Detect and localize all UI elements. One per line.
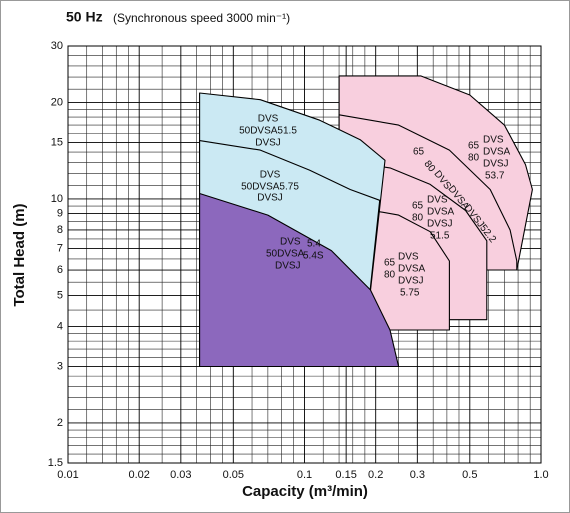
region-label: 65 bbox=[413, 147, 425, 158]
region-label: DVSA bbox=[427, 207, 455, 218]
plot-border bbox=[67, 45, 542, 464]
y-tick-label: 3 bbox=[57, 360, 63, 372]
region-label: DVSJ bbox=[483, 159, 509, 170]
region-label: 5.75 bbox=[400, 288, 420, 299]
x-tick-label: 1.0 bbox=[533, 469, 548, 481]
x-tick-label: 0.3 bbox=[410, 469, 425, 481]
region-label: DVS bbox=[427, 195, 448, 206]
region-label: DVSJ bbox=[275, 261, 301, 272]
y-tick-label: 7 bbox=[57, 242, 63, 254]
pump-region bbox=[199, 192, 400, 368]
region-label: DVSA bbox=[398, 264, 426, 275]
region-label: 5.4S bbox=[303, 251, 324, 262]
region-label: DVSJ bbox=[398, 276, 424, 287]
region-label: 80 bbox=[384, 270, 396, 281]
region-label: DVS bbox=[280, 237, 301, 248]
x-tick-label: 0.2 bbox=[368, 469, 383, 481]
y-tick-label: 15 bbox=[51, 136, 63, 148]
region-label: 65 bbox=[468, 141, 480, 152]
y-tick-label: 20 bbox=[51, 96, 63, 108]
region-label: 53.7 bbox=[485, 171, 505, 182]
region-label: 65 bbox=[384, 258, 396, 269]
y-tick-label: 1.5 bbox=[48, 457, 63, 469]
region-label: 51.5 bbox=[430, 231, 450, 242]
region-label: 50DVSA5.75 bbox=[241, 182, 299, 193]
y-tick-label: 30 bbox=[51, 40, 63, 52]
region-label: 65 bbox=[412, 201, 424, 212]
region-label: 50DVSA51.5 bbox=[239, 126, 297, 137]
region-label: DVS bbox=[483, 135, 504, 146]
x-tick-label: 0.02 bbox=[128, 469, 149, 481]
x-tick-label: 0.5 bbox=[462, 469, 477, 481]
y-tick-label: 4 bbox=[57, 320, 63, 332]
region-label: DVS bbox=[398, 252, 419, 263]
region-label: DVSJ bbox=[255, 138, 281, 149]
region-label: DVSA bbox=[483, 147, 511, 158]
y-tick-label: 6 bbox=[57, 264, 63, 276]
region-label: 50DVSA bbox=[266, 249, 305, 260]
y-axis-label: Total Head (m) bbox=[11, 203, 28, 306]
region-label: 5.4 bbox=[307, 239, 321, 250]
y-tick-label: 5 bbox=[57, 289, 63, 301]
x-tick-label: 0.15 bbox=[335, 469, 356, 481]
y-tick-label: 10 bbox=[51, 193, 63, 205]
y-tick-label: 8 bbox=[57, 224, 63, 236]
chart-subtitle: (Synchronous speed 3000 min⁻¹) bbox=[113, 11, 290, 25]
region-label: DVS bbox=[258, 114, 279, 125]
region-label: DVSJ bbox=[257, 193, 283, 204]
y-tick-label: 2 bbox=[57, 417, 63, 429]
x-tick-label: 0.01 bbox=[57, 469, 78, 481]
x-tick-label: 0.1 bbox=[297, 469, 312, 481]
region-label: 80 bbox=[412, 213, 424, 224]
chart-title: 50 Hz bbox=[66, 9, 103, 25]
y-tick-label: 9 bbox=[57, 207, 63, 219]
region-label: DVS bbox=[260, 170, 281, 181]
region-label: DVSJ bbox=[427, 219, 453, 230]
x-tick-label: 0.03 bbox=[170, 469, 191, 481]
region-label: 80 bbox=[468, 153, 480, 164]
x-tick-label: 0.05 bbox=[223, 469, 244, 481]
x-axis-label: Capacity (m³/min) bbox=[242, 483, 368, 500]
